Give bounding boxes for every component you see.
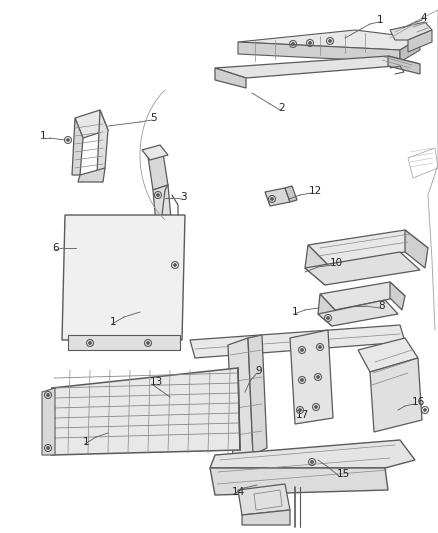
Polygon shape [78,168,105,182]
Circle shape [147,342,149,344]
Text: 1: 1 [40,131,46,141]
Circle shape [299,409,301,411]
Polygon shape [228,338,253,460]
Polygon shape [190,325,405,358]
Text: 1: 1 [377,15,384,25]
Polygon shape [305,245,328,285]
Circle shape [424,409,426,411]
Circle shape [47,447,49,449]
Circle shape [317,376,319,378]
Text: 14: 14 [232,487,245,497]
Text: 10: 10 [330,258,343,268]
Circle shape [67,139,69,141]
Polygon shape [405,230,428,268]
Polygon shape [285,186,297,202]
Polygon shape [215,56,420,78]
Polygon shape [72,118,83,175]
Circle shape [89,342,91,344]
Polygon shape [238,42,400,62]
Polygon shape [210,440,415,468]
Circle shape [47,394,49,396]
Circle shape [292,43,294,45]
Polygon shape [52,368,240,455]
Text: 1: 1 [110,317,117,327]
Text: 12: 12 [309,186,322,196]
Polygon shape [308,230,428,265]
Polygon shape [238,484,290,515]
Polygon shape [305,252,420,285]
Polygon shape [75,110,108,138]
Text: 6: 6 [52,243,59,253]
Circle shape [311,461,313,463]
Text: 2: 2 [278,103,285,113]
Polygon shape [242,510,290,525]
Text: 5: 5 [150,113,157,123]
Text: 17: 17 [296,410,309,420]
Text: 1: 1 [83,437,90,447]
Polygon shape [408,30,432,52]
Text: 8: 8 [378,301,385,311]
Polygon shape [388,56,420,74]
Polygon shape [290,330,333,424]
Polygon shape [248,335,267,455]
Polygon shape [318,300,398,326]
Polygon shape [265,188,290,206]
Polygon shape [42,388,55,455]
Polygon shape [318,294,335,326]
Circle shape [315,406,317,408]
Circle shape [301,349,303,351]
Polygon shape [238,30,420,50]
Text: 9: 9 [255,366,261,376]
Text: 4: 4 [420,13,427,23]
Polygon shape [370,358,422,432]
Circle shape [271,198,273,200]
Polygon shape [320,282,405,310]
Circle shape [327,317,329,319]
Polygon shape [142,145,168,160]
Text: 1: 1 [292,307,299,317]
Polygon shape [215,68,246,88]
Polygon shape [148,153,168,190]
Circle shape [309,42,311,44]
Circle shape [329,40,331,42]
Circle shape [319,346,321,348]
Circle shape [157,194,159,196]
Polygon shape [62,215,185,340]
Text: 16: 16 [412,397,425,407]
Circle shape [174,264,176,266]
Text: 15: 15 [337,469,350,479]
Text: 3: 3 [180,192,187,202]
Polygon shape [97,110,108,175]
Polygon shape [210,468,388,495]
Text: 13: 13 [150,377,163,387]
Polygon shape [390,22,432,40]
Polygon shape [68,335,180,350]
Circle shape [301,379,303,381]
Polygon shape [390,282,405,310]
Polygon shape [358,338,418,372]
Polygon shape [153,185,172,235]
Polygon shape [400,38,420,62]
